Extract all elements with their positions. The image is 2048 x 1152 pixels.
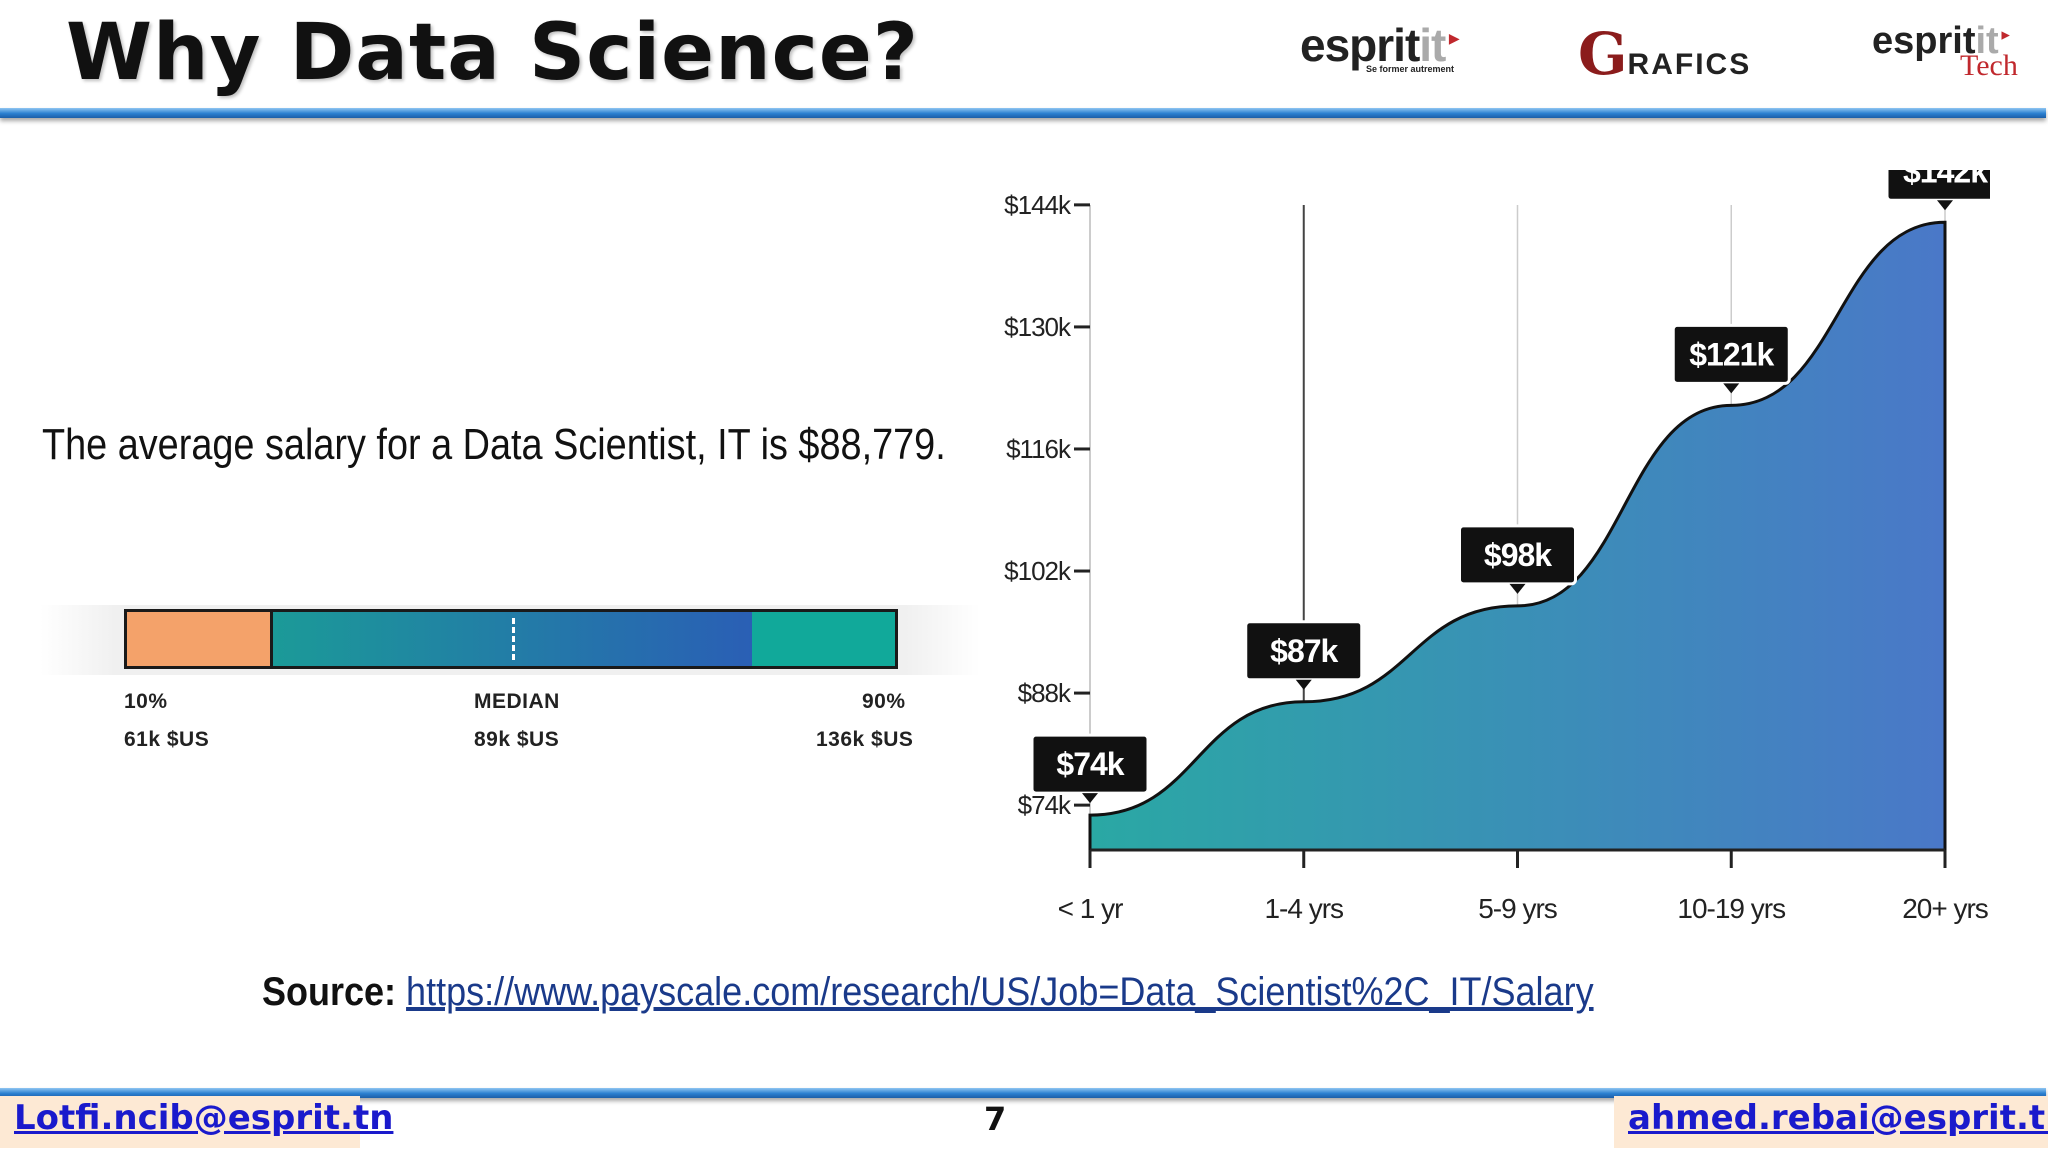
chart-svg: < 1 yr 1-4 yrs 5-9 yrs 10-19 yrs 20+ yrs $74k… xyxy=(1004,170,1990,924)
data-label-pointer xyxy=(1509,583,1526,594)
data-label-pointer xyxy=(1295,679,1312,690)
data-label: $87k xyxy=(1270,633,1338,669)
footer-right-contact: ahmed.rebai@esprit.tn xyxy=(1614,1096,2048,1148)
data-label: $121k xyxy=(1689,336,1774,372)
y-tick-label: $74k xyxy=(1018,790,1072,820)
average-salary-text: The average salary for a Data Scientist,… xyxy=(42,420,946,469)
median-marker xyxy=(512,618,515,660)
page-number: 7 xyxy=(984,1100,1007,1138)
grafics-logo: GRAFICS xyxy=(1578,20,1752,88)
slide-title: Why Data Science? xyxy=(66,8,919,98)
salary-range-bar xyxy=(40,605,980,675)
data-label: $142k xyxy=(1903,170,1988,189)
high-percentile-segment xyxy=(752,612,895,666)
source-link[interactable]: https://www.payscale.com/research/US/Job… xyxy=(406,970,1594,1014)
right-email-link[interactable]: ahmed.rebai@esprit.tn xyxy=(1628,1098,2048,1138)
salary-area xyxy=(1088,220,1947,852)
footer-divider xyxy=(0,1088,2046,1098)
value-10-pct: 61k $US xyxy=(124,728,210,751)
y-tick-label: $88k xyxy=(1018,678,1072,708)
y-tick-label: $130k xyxy=(1004,312,1072,342)
esprit-tech-logo: espritit► Tech xyxy=(1872,20,2018,82)
label-90-pct: 90% xyxy=(862,690,906,713)
value-90-pct: 136k $US xyxy=(816,728,914,751)
data-label-pointer xyxy=(1082,793,1098,804)
x-tick-label: 10-19 yrs xyxy=(1677,893,1785,924)
data-label: $74k xyxy=(1056,746,1124,782)
salary-by-experience-chart: < 1 yr 1-4 yrs 5-9 yrs 10-19 yrs 20+ yrs $74k… xyxy=(990,170,1990,930)
y-tick-label: $102k xyxy=(1004,556,1072,586)
left-email-link[interactable]: Lotfi.ncib@esprit.tn xyxy=(14,1098,394,1138)
y-tick-label: $144k xyxy=(1004,190,1072,220)
low-percentile-segment xyxy=(127,612,273,666)
x-tick-label: 1-4 yrs xyxy=(1264,893,1343,924)
footer-left-contact: Lotfi.ncib@esprit.tn xyxy=(0,1096,393,1148)
esprit-logo: espritit► Se former autrement xyxy=(1300,19,1463,74)
x-tick-label: 20+ yrs xyxy=(1902,893,1988,924)
source-citation: Source: https://www.payscale.com/researc… xyxy=(262,970,1594,1015)
label-10-pct: 10% xyxy=(124,690,168,713)
salary-range-track xyxy=(124,609,898,669)
header-divider xyxy=(0,108,2046,118)
label-median: MEDIAN xyxy=(474,690,560,713)
source-label: Source: xyxy=(262,970,397,1014)
data-label-pointer xyxy=(1937,200,1953,211)
median-segment xyxy=(273,612,752,666)
x-tick-label: < 1 yr xyxy=(1058,893,1123,924)
value-median: 89k $US xyxy=(474,728,560,751)
y-tick-label: $116k xyxy=(1006,434,1072,464)
x-tick-label: 5-9 yrs xyxy=(1478,893,1557,924)
data-label-pointer xyxy=(1723,383,1740,394)
data-label: $98k xyxy=(1484,537,1552,573)
